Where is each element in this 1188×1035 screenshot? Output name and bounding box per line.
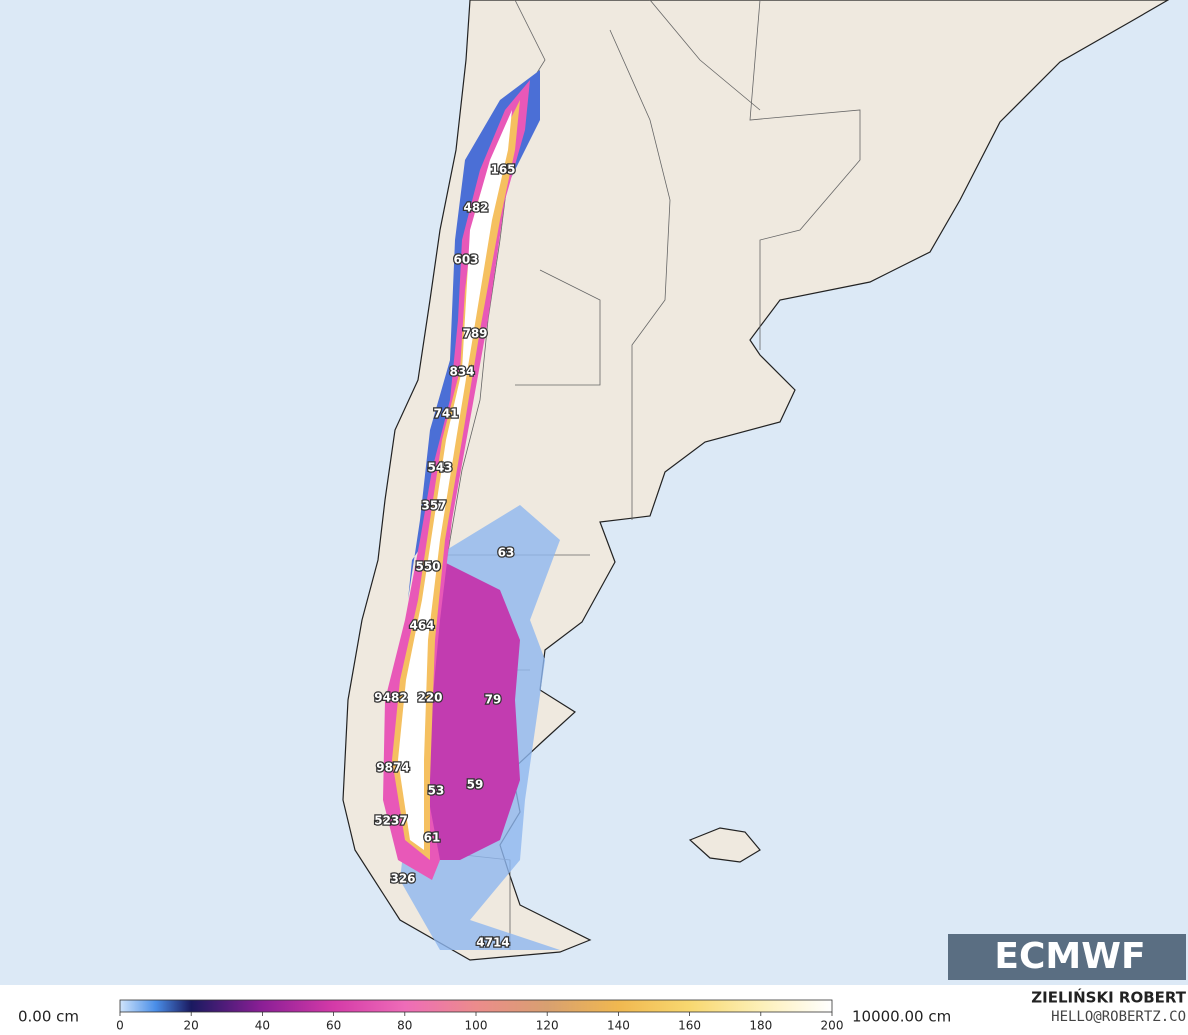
colorbar-tick-label: 100: [465, 1019, 488, 1033]
point-label: 9482: [374, 691, 407, 705]
colorbar-tick-label: 200: [821, 1019, 844, 1033]
colorbar-tick-label: 120: [536, 1019, 559, 1033]
colorbar-tick-label: 180: [749, 1019, 772, 1033]
point-label: 464: [409, 619, 434, 633]
point-label: 326: [390, 872, 415, 886]
point-label: 789: [462, 327, 487, 341]
point-label: 357: [421, 499, 446, 513]
point-label: 543: [427, 461, 452, 475]
point-label: 79: [485, 693, 502, 707]
point-label: 61: [424, 831, 441, 845]
point-label: 550: [415, 560, 440, 574]
point-label: 220: [417, 691, 442, 705]
borders: [417, 0, 861, 950]
contact: HELLO@ROBERTZ.CO: [1051, 1009, 1186, 1025]
colorbar-tick-label: 80: [397, 1019, 412, 1033]
falkland-islands: [688, 827, 761, 863]
colorbar-max-label: 10000.00 cm: [852, 1008, 951, 1026]
colorbar-tick-label: 160: [678, 1019, 701, 1033]
point-label: 165: [490, 163, 515, 177]
colorbar-min-label: 0.00 cm: [18, 1008, 79, 1026]
point-label: 59: [467, 778, 484, 792]
author: ZIELIŃSKI ROBERT: [1031, 988, 1186, 1007]
point-label: 4714: [476, 936, 509, 950]
colorbar: [119, 999, 833, 1013]
point-label: 53: [428, 784, 445, 798]
colorbar-tick-label: 20: [184, 1019, 199, 1033]
point-label: 834: [449, 365, 474, 379]
point-label: 5237: [374, 814, 407, 828]
colorbar-tick-label: 60: [326, 1019, 341, 1033]
point-label: 9874: [376, 761, 409, 775]
colorbar-tick-label: 140: [607, 1019, 630, 1033]
point-label: 482: [463, 201, 488, 215]
logo: ECMWF: [994, 936, 1145, 977]
point-label: 603: [453, 253, 478, 267]
colorbar-tick-label: 40: [255, 1019, 270, 1033]
precipitation: [383, 70, 560, 950]
logo-box: [948, 934, 1186, 980]
point-label: 741: [433, 407, 458, 421]
colorbar-tick-label: 0: [116, 1019, 124, 1033]
point-label: 63: [498, 546, 515, 560]
land: [342, 0, 1170, 961]
